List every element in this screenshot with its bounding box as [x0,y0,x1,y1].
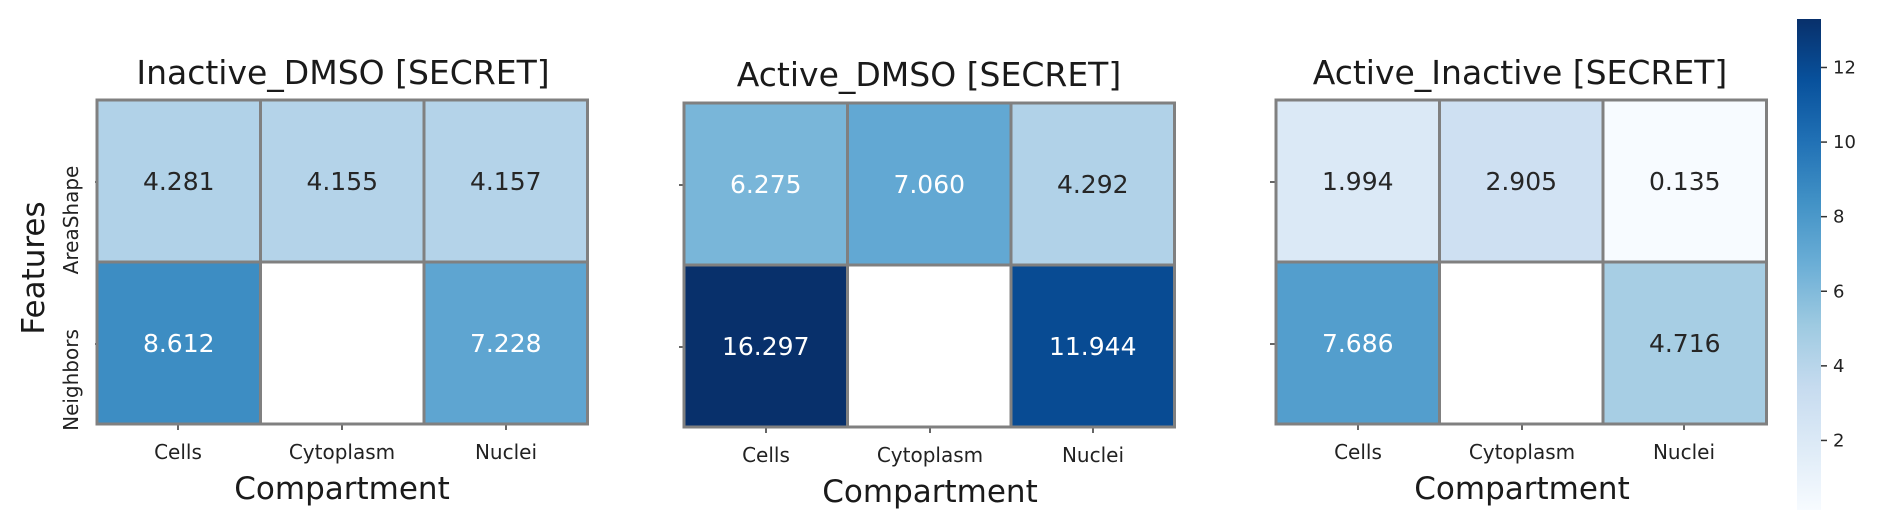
x-tick-label-cells: Cells [1334,440,1382,464]
x-tick-label-cells: Cells [154,440,202,464]
cell-value-label: 2.905 [1485,167,1557,196]
cell-value-label: 11.944 [1049,332,1136,361]
heatmap-cell-neighbors-cytoplasm [846,263,1013,429]
heatmap-cell-areashape-nuclei [422,98,589,264]
x-tick-label-nuclei: Nuclei [475,440,537,464]
x-tick-label-nuclei: Nuclei [1653,440,1715,464]
heatmap-cell-neighbors-nuclei [1601,260,1768,426]
cell-value-label: 7.686 [1322,329,1394,358]
heatmap-cell-areashape-cells [95,98,262,264]
x-axis-label: Compartment [822,474,1037,510]
cell-value-label: 8.612 [143,329,215,358]
cell-value-label: 7.060 [893,170,965,199]
heatmap-cell-neighbors-cytoplasm [259,260,426,426]
x-axis-label: Compartment [234,471,449,507]
heatmap-cell-neighbors-cells [682,263,849,429]
x-tick-label-cytoplasm: Cytoplasm [289,440,395,464]
x-tick-label-cytoplasm: Cytoplasm [877,443,983,467]
colorbar-ticks: 2 4 6 8 10 12 [1821,57,1856,451]
colorbar-tick-label: 10 [1833,132,1856,153]
panel-title: Inactive_DMSO [SECRET] [136,53,549,92]
heatmap-cell-areashape-nuclei [1601,98,1768,264]
panel-title: Active_Inactive [SECRET] [1313,53,1728,92]
cell-value-label: 1.994 [1322,167,1394,196]
colorbar-tick-label: 6 [1833,281,1844,302]
heatmap-cells: 4.281 4.155 4.157 8.612 7.228 [95,98,589,426]
heatmap-cell-areashape-cytoplasm [846,101,1013,267]
heatmap-panel-inactive-dmso: Inactive_DMSO [SECRET] Features AreaShap… [16,53,589,507]
heatmap-cell-neighbors-nuclei [1009,263,1176,429]
x-tick-label-cells: Cells [742,443,790,467]
cell-value-label: 4.157 [470,167,542,196]
y-tick-label-areashape: AreaShape [59,166,83,275]
colorbar-tick-label: 2 [1833,430,1844,451]
heatmap-cells: 6.275 7.060 4.292 16.297 11.944 [682,101,1176,429]
heatmap-panel-active-inactive: Active_Inactive [SECRET] Cells Cytoplasm… [1270,53,1768,507]
y-tick-label-neighbors: Neighbors [59,329,83,431]
colorbar-tick-label: 12 [1833,57,1856,78]
heatmap-cells: 1.994 2.905 0.135 7.686 4.716 [1274,98,1768,426]
cell-value-label: 16.297 [722,332,809,361]
heatmap-cell-areashape-cells [682,101,849,267]
cell-value-label: 4.292 [1057,170,1129,199]
heatmap-cell-neighbors-nuclei [422,260,589,426]
cell-value-label: 0.135 [1649,167,1721,196]
x-axis-label: Compartment [1414,471,1629,507]
heatmap-cell-areashape-cytoplasm [1438,98,1605,264]
x-tick-label-cytoplasm: Cytoplasm [1469,440,1575,464]
cell-value-label: 7.228 [470,329,542,358]
cell-value-label: 6.275 [730,170,802,199]
heatmap-cell-neighbors-cells [1274,260,1441,426]
y-axis-label: Features [16,201,52,334]
colorbar-tick-label: 8 [1833,207,1844,228]
x-tick-label-nuclei: Nuclei [1062,443,1124,467]
cell-value-label: 4.155 [306,167,378,196]
heatmap-cell-neighbors-cytoplasm [1438,260,1605,426]
heatmap-cell-areashape-cells [1274,98,1441,264]
panel-title: Active_DMSO [SECRET] [737,55,1121,94]
colorbar: 2 4 6 8 10 12 [1797,19,1856,510]
colorbar-tick-label: 4 [1833,356,1844,377]
heatmap-panel-active-dmso: Active_DMSO [SECRET] Cells Cytoplasm Nuc… [679,55,1176,510]
cell-value-label: 4.281 [143,167,215,196]
colorbar-gradient [1797,19,1821,510]
cell-value-label: 4.716 [1649,329,1721,358]
